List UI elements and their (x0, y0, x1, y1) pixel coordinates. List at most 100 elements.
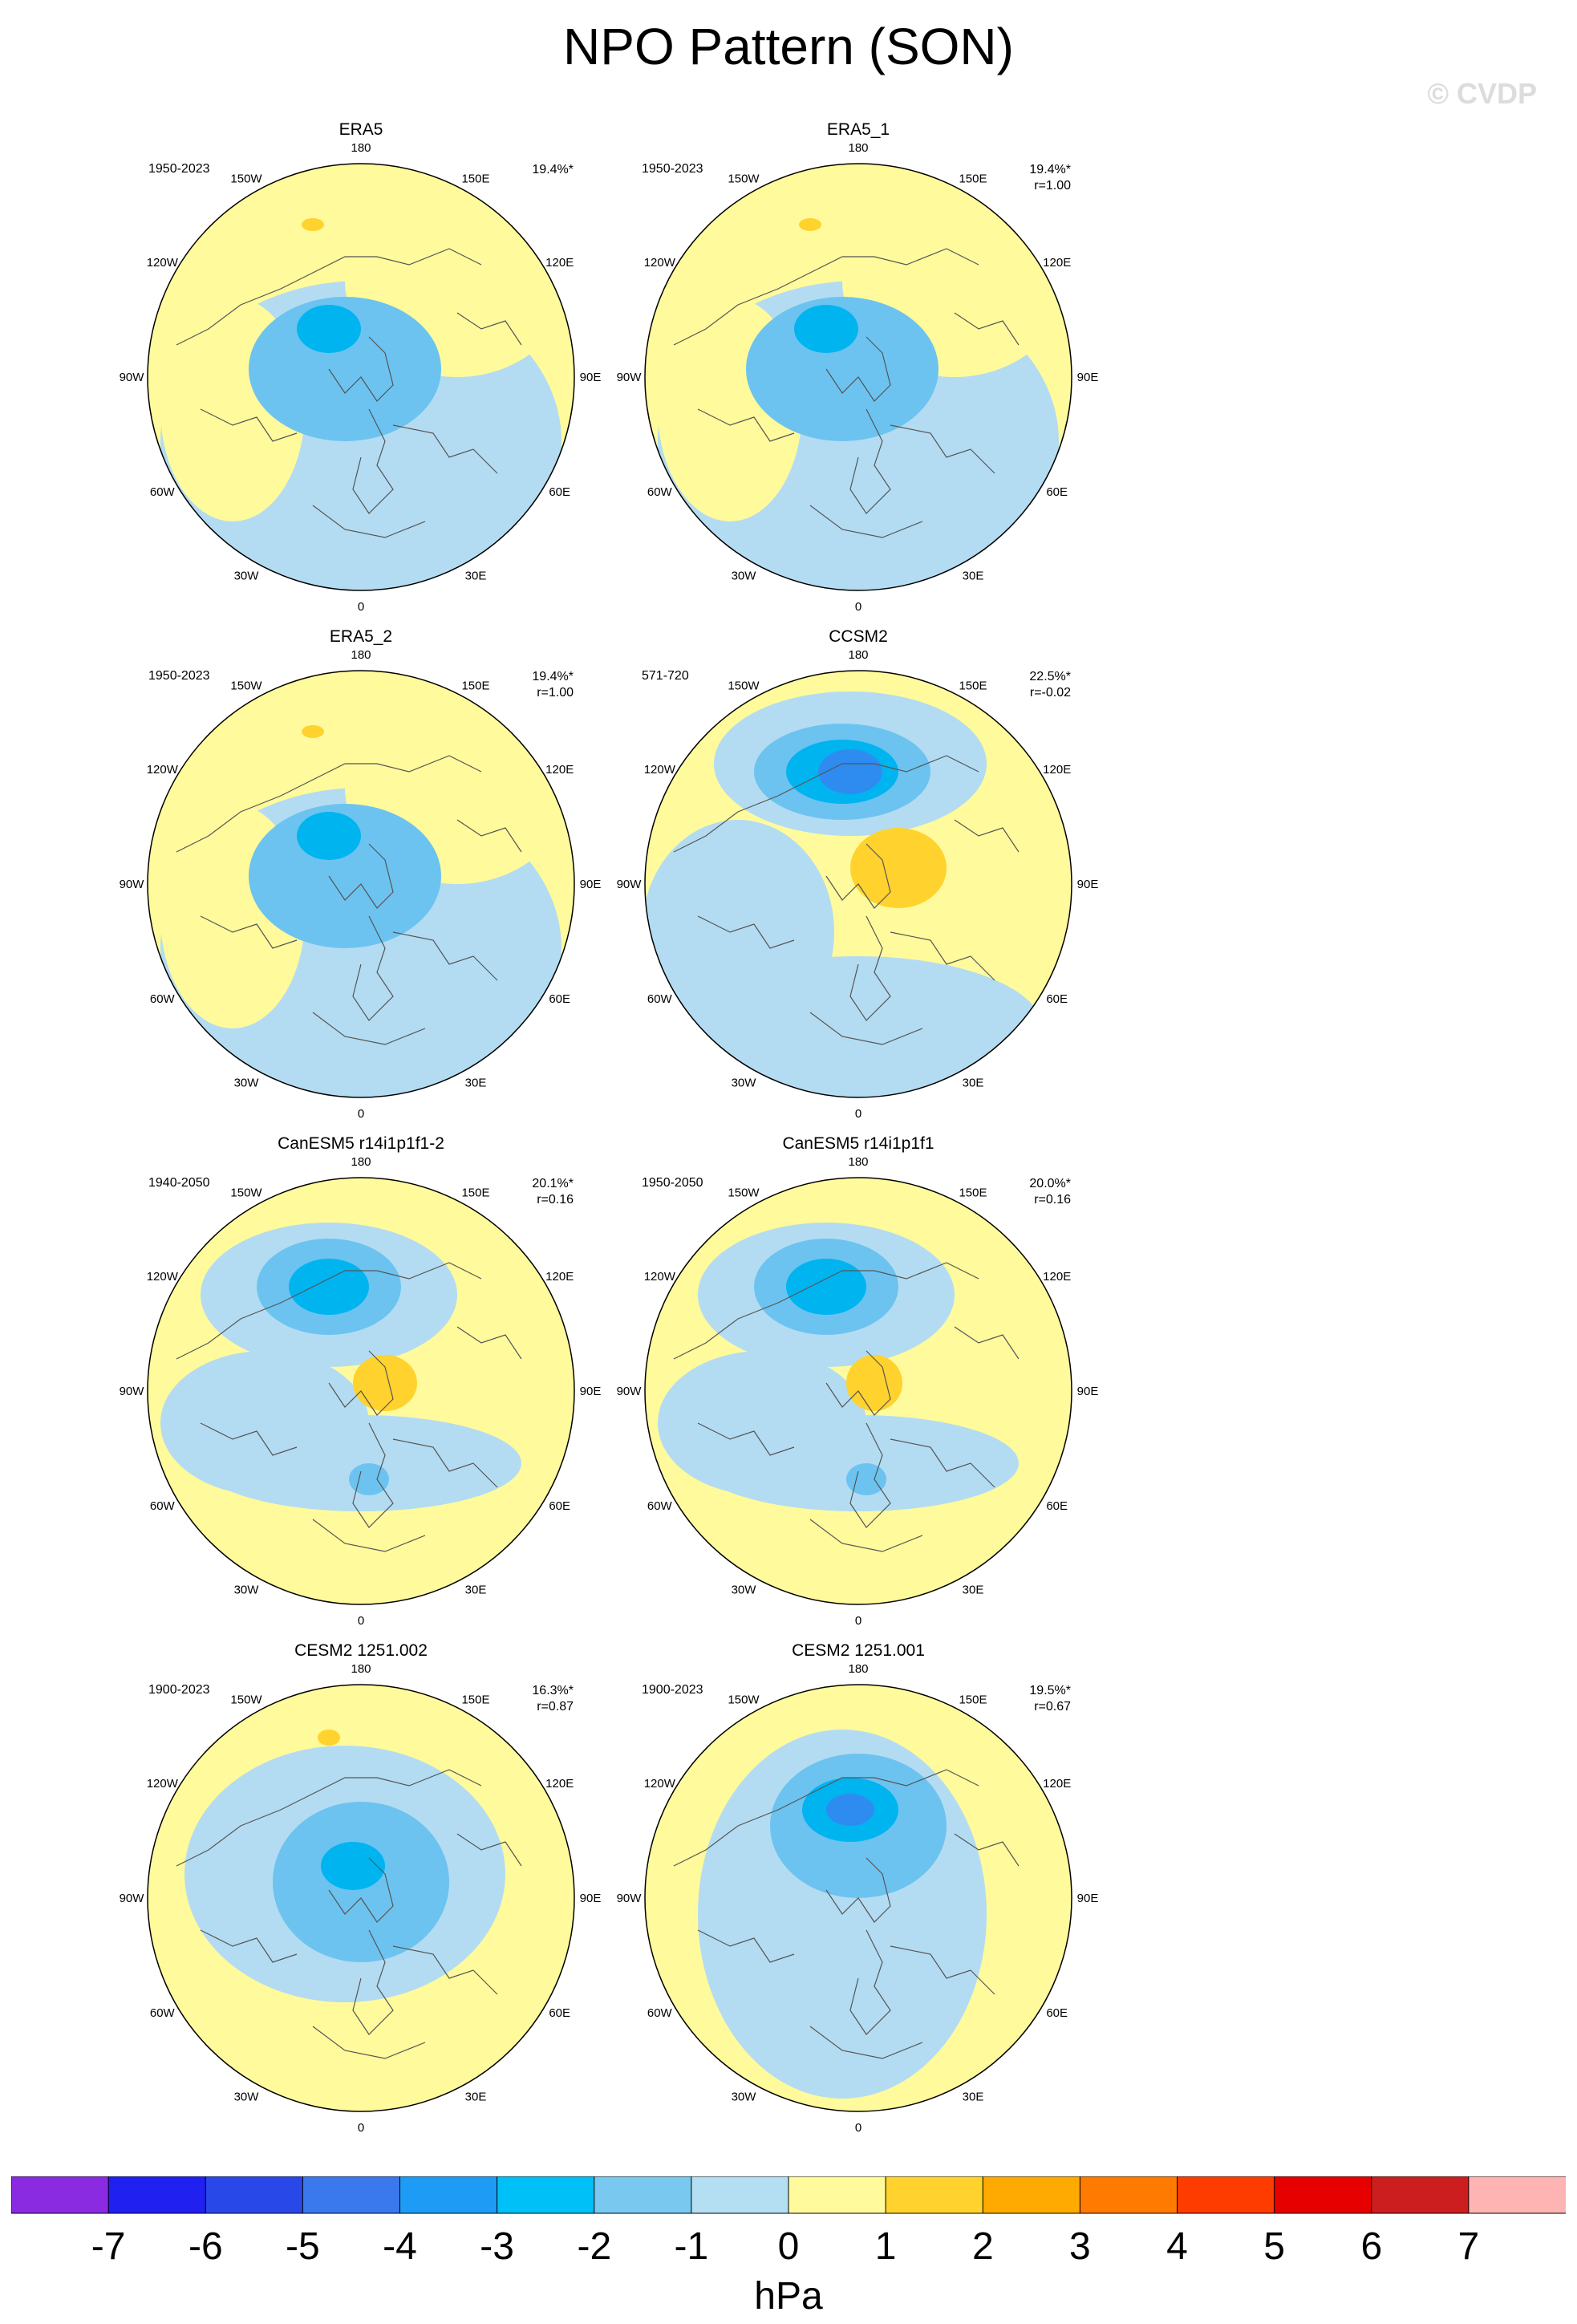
anomaly-contour (794, 305, 858, 353)
longitude-label: 120W (147, 763, 179, 777)
coastline (697, 1929, 795, 1963)
longitude-label: 60E (549, 1499, 570, 1513)
panel-stats: 20.0%* r=0.16 (1029, 1176, 1071, 1208)
anomaly-contour (698, 1415, 1019, 1511)
longitude-label: 60E (1046, 485, 1068, 499)
panel-title: ERA5 (339, 120, 383, 139)
longitude-label: 90E (1077, 1892, 1099, 1905)
longitude-label: 180 (351, 141, 371, 155)
coastline (392, 1945, 498, 1995)
anomaly-contour (746, 297, 938, 441)
longitude-label: 0 (855, 2121, 861, 2135)
longitude-label: 120E (1043, 1777, 1071, 1791)
coastline (176, 248, 482, 346)
colorbar-swatch (1371, 2176, 1470, 2214)
coastline (392, 424, 498, 474)
longitude-label: 120W (644, 763, 676, 777)
longitude-label: 0 (358, 1107, 364, 1121)
longitude-label: 30E (465, 1584, 487, 1597)
coastline (392, 931, 498, 981)
longitude-label: 60E (1046, 1499, 1068, 1513)
coastline (328, 843, 394, 909)
coastline (328, 1857, 394, 1923)
panel-period: 1900-2023 (642, 1683, 703, 1697)
longitude-label: 150E (461, 1186, 489, 1199)
coastline (809, 2026, 923, 2059)
longitude-label: 30W (732, 1077, 757, 1090)
coastline (697, 408, 795, 442)
map-border (147, 163, 575, 591)
map-border (147, 670, 575, 1098)
panel-stats: 22.5%* r=-0.02 (1029, 669, 1071, 701)
longitude-label: 150W (230, 679, 262, 692)
panel-stats: 19.4%* (532, 162, 574, 178)
anomaly-contour (321, 1842, 385, 1890)
longitude-label: 60E (549, 2006, 570, 2020)
longitude-label: 90E (1077, 878, 1099, 891)
map-border (147, 1684, 575, 2112)
polar-map: 180 150E 120E 90E 60E 30E 0 30W 60W 90W 120W 150W (617, 1155, 1099, 1628)
longitude-label: 60W (150, 992, 176, 1006)
anomaly-contour (818, 749, 882, 794)
polar-map: 180 150E 120E 90E 60E 30E 0 30W 60W 90W 120W 150W (120, 1662, 602, 2135)
coastline (456, 1833, 522, 1867)
panel-period: 1950-2050 (642, 1176, 703, 1190)
longitude-label: 150E (959, 1186, 987, 1199)
map-panel: CCSM2 571-720 22.5%* r=-0.02 180 150E 120E 90E 6… (497, 627, 1219, 1141)
variance-pct: 19.5%* (1029, 1684, 1071, 1697)
polar-map: 180 150E 120E 90E 60E 30E 0 30W 60W 90W 120W 150W (617, 141, 1099, 614)
anomaly-contour (786, 1259, 866, 1315)
coastline (352, 915, 394, 1021)
variance-pct: 19.4%* (532, 163, 574, 176)
polar-map: 180 150E 120E 90E 60E 30E 0 30W 60W 90W 120W 150W (120, 1155, 602, 1628)
colorbar-tick-label: 7 (1457, 2225, 1480, 2268)
map-border (644, 1684, 1072, 2112)
longitude-label: 30E (963, 570, 984, 583)
coastline (176, 755, 482, 853)
panel-title: CanESM5 r14i1p1f1 (782, 1134, 934, 1153)
panel-period: 571-720 (642, 669, 689, 683)
longitude-label: 120W (644, 1777, 676, 1791)
colorbar-tick-label: 5 (1263, 2225, 1285, 2268)
coastline (673, 248, 979, 346)
coastline (809, 505, 923, 538)
panel-title: ERA5_1 (826, 120, 890, 139)
colorbar-swatch (1274, 2176, 1372, 2214)
longitude-label: 0 (358, 2121, 364, 2135)
longitude-label: 30E (465, 1077, 487, 1090)
coastline (352, 408, 394, 514)
longitude-label: 90W (617, 1385, 643, 1398)
longitude-label: 90E (580, 1385, 602, 1398)
coastline (825, 1350, 891, 1416)
coastline (456, 1326, 522, 1360)
colorbar-swatch (205, 2176, 304, 2214)
coastline (849, 408, 891, 514)
map-panel: ERA5_2 1950-2023 19.4%* r=1.00 180 150E 120E 90… (0, 627, 722, 1141)
panel-title: CanESM5 r14i1p1f1-2 (278, 1134, 444, 1153)
panel-stats: 20.1%* r=0.16 (532, 1176, 574, 1208)
longitude-label: 180 (848, 1155, 868, 1169)
coastline (809, 1012, 923, 1045)
longitude-label: 120W (147, 1777, 179, 1791)
coastline (200, 1929, 298, 1963)
watermark: © CVDP (1427, 77, 1537, 110)
colorbar-tick-label: 6 (1360, 2225, 1383, 2268)
longitude-label: 30E (963, 1077, 984, 1090)
longitude-label: 120E (545, 763, 574, 777)
longitude-label: 120E (1043, 763, 1071, 777)
colorbar-swatch (399, 2176, 498, 2214)
longitude-label: 180 (351, 648, 371, 662)
longitude-label: 120E (545, 256, 574, 270)
longitude-label: 60E (549, 485, 570, 499)
longitude-label: 90W (120, 1385, 145, 1398)
pattern-correlation: r=-0.02 (1029, 686, 1071, 700)
pattern-correlation: r=1.00 (537, 686, 574, 700)
longitude-label: 150W (728, 1186, 760, 1199)
longitude-label: 120W (644, 256, 676, 270)
longitude-label: 60W (647, 1499, 673, 1513)
coastline (312, 1519, 426, 1552)
coastline (890, 931, 995, 981)
panel-period: 1940-2050 (148, 1176, 210, 1190)
longitude-label: 150W (230, 172, 262, 185)
panel-stats: 19.4%* r=1.00 (1029, 162, 1071, 194)
